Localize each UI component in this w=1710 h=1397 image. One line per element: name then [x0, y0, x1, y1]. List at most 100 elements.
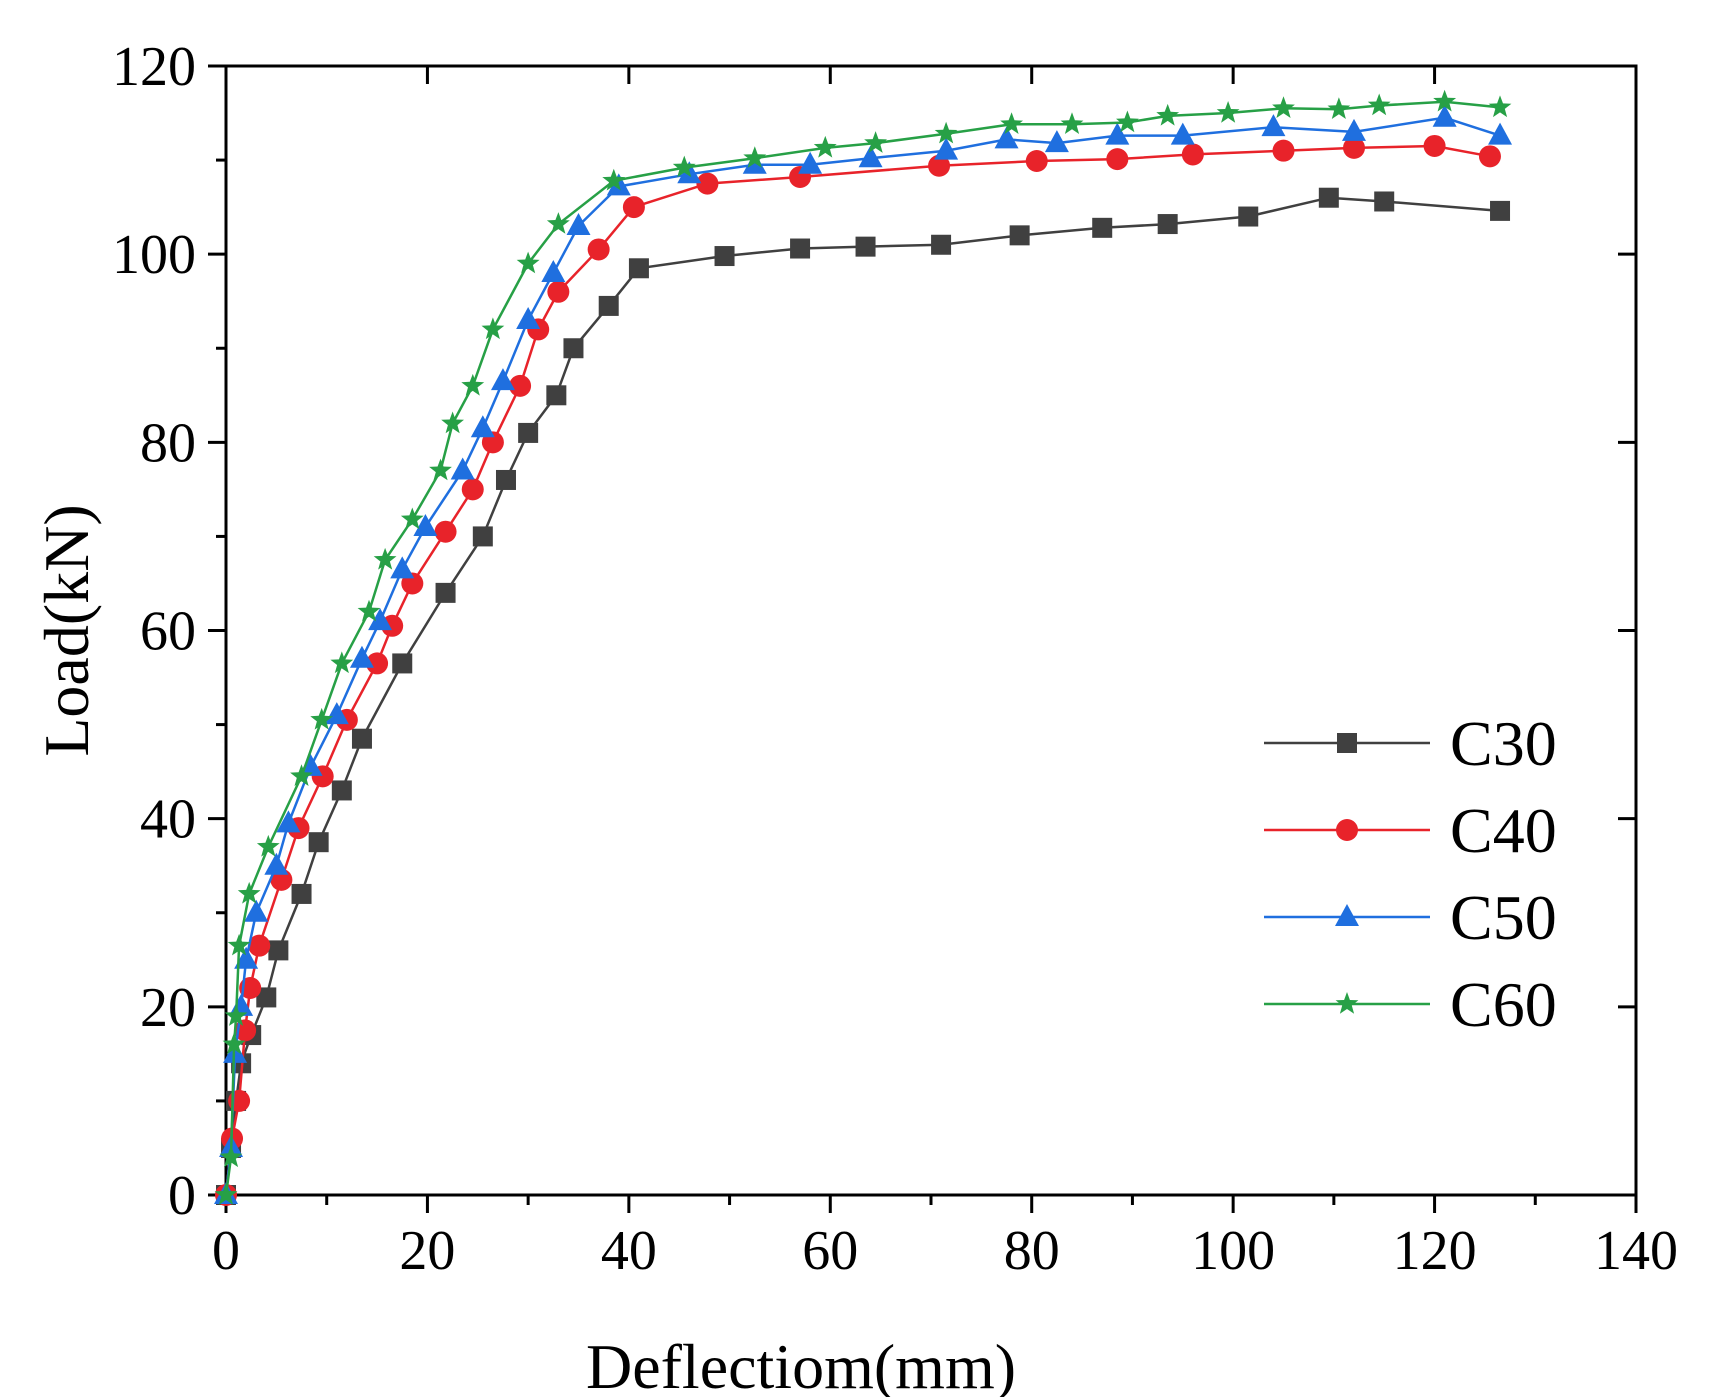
series-c30: [216, 187, 1511, 1205]
data-point: [227, 933, 251, 956]
data-point: [219, 1145, 243, 1168]
data-point: [934, 121, 958, 144]
data-point: [237, 881, 261, 904]
data-point: [1060, 112, 1084, 134]
data-point: [481, 317, 505, 340]
data-point: [351, 728, 372, 749]
series-line: [224, 100, 1501, 1196]
data-point: [1106, 148, 1129, 171]
data-point: [1105, 122, 1130, 145]
data-point: [516, 251, 540, 274]
x-tick-label: 0: [212, 1220, 240, 1282]
data-point: [541, 259, 566, 282]
x-tick-label: 80: [1004, 1220, 1060, 1282]
data-point: [1367, 93, 1391, 116]
data-point: [1337, 733, 1357, 753]
data-point: [928, 154, 951, 177]
data-point: [798, 151, 823, 174]
data-point: [495, 469, 516, 490]
data-point: [1432, 104, 1457, 127]
data-point: [461, 373, 485, 396]
plot-frame: [224, 64, 1638, 1197]
data-point: [672, 155, 696, 178]
legend-item-c30: C30: [1264, 708, 1557, 779]
data-point: [1478, 145, 1501, 168]
data-point: [224, 1004, 248, 1026]
data-point: [1272, 139, 1295, 162]
data-point: [934, 137, 959, 160]
data-point: [1009, 225, 1030, 246]
data-point: [516, 307, 541, 330]
data-point: [518, 422, 539, 443]
data-point: [598, 295, 619, 316]
x-tick-label: 20: [399, 1220, 455, 1282]
legend-label: C60: [1450, 969, 1557, 1040]
data-point: [1092, 217, 1113, 238]
y-tick-label: 100: [112, 224, 196, 286]
data-point: [1374, 191, 1395, 212]
data-point: [400, 507, 424, 530]
series-line: [224, 116, 1501, 1196]
series-layer: [214, 89, 1513, 1206]
data-point: [308, 832, 329, 853]
data-point: [1327, 97, 1351, 119]
data-point: [222, 1032, 246, 1055]
y-axis: 0 20 40 60 80 100 120: [112, 36, 1636, 1227]
data-point: [1335, 904, 1359, 926]
data-point: [1170, 122, 1195, 145]
data-point: [461, 478, 484, 501]
data-point: [324, 702, 349, 725]
data-point: [790, 238, 811, 259]
data-point: [310, 707, 334, 730]
data-point: [1336, 819, 1358, 841]
data-point: [450, 457, 475, 480]
data-point: [1423, 134, 1446, 157]
series-line: [224, 196, 1501, 1196]
data-point: [546, 385, 567, 406]
data-point: [392, 653, 413, 674]
data-point: [357, 599, 381, 622]
data-point: [291, 883, 312, 904]
data-point: [276, 810, 301, 833]
data-point: [1488, 122, 1513, 145]
legend-label: C40: [1450, 795, 1557, 866]
data-point: [441, 411, 464, 434]
data-point: [470, 415, 495, 438]
data-point: [435, 582, 456, 603]
data-point: [214, 1183, 238, 1205]
data-point: [1181, 143, 1204, 166]
y-axis-title: Load(kN): [31, 504, 102, 756]
data-point: [566, 212, 591, 235]
data-point: [563, 338, 584, 359]
data-point: [264, 852, 289, 875]
data-point: [622, 196, 645, 219]
data-point: [290, 764, 313, 786]
data-point: [434, 520, 457, 543]
data-point: [429, 458, 452, 481]
data-point: [1335, 992, 1359, 1014]
data-point: [1000, 112, 1023, 134]
data-point: [994, 126, 1019, 149]
data-point: [1490, 200, 1511, 221]
data-point: [1488, 95, 1512, 118]
data-point: [714, 246, 735, 267]
y-tick-label: 60: [140, 601, 196, 663]
data-point: [1157, 214, 1178, 235]
data-point: [413, 514, 438, 537]
data-point: [743, 146, 767, 168]
data-point: [256, 834, 280, 857]
data-point: [547, 280, 570, 303]
data-point: [472, 526, 493, 547]
data-point: [546, 212, 570, 234]
y-tick-label: 120: [112, 36, 196, 98]
legend: C30 C40 C50 C60: [1264, 708, 1557, 1040]
data-point: [1156, 103, 1180, 126]
data-point: [1025, 150, 1048, 173]
data-point: [1238, 206, 1259, 227]
legend-item-c60: C60: [1264, 969, 1557, 1040]
x-tick-label: 40: [601, 1220, 657, 1282]
series-line: [224, 144, 1491, 1196]
series-c60: [214, 89, 1512, 1205]
data-point: [248, 934, 271, 957]
data-point: [1116, 110, 1139, 133]
